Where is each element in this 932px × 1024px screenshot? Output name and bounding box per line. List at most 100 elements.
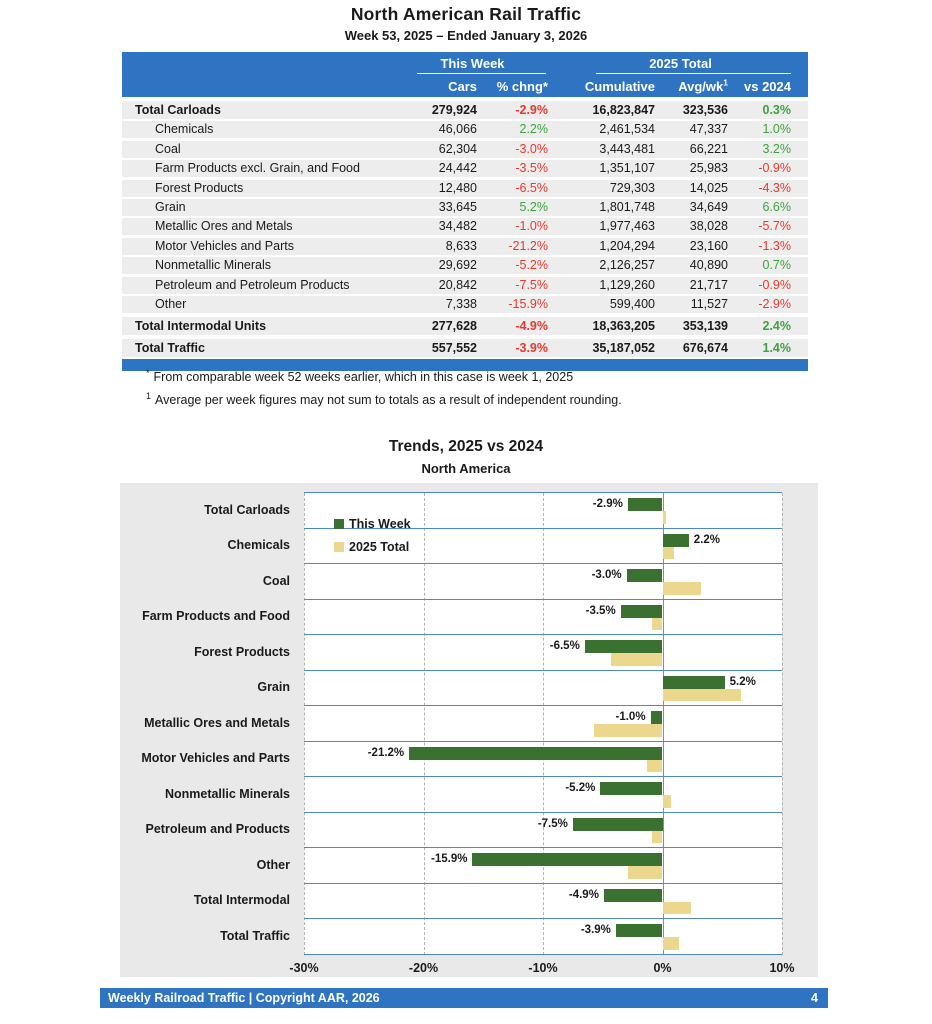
row-value: 35,187,052 — [592, 340, 655, 355]
row-value: -15.9% — [508, 296, 548, 311]
table-row: Motor Vehicles and Parts 8,633 -21.2% 1,204… — [122, 237, 808, 255]
chart-x-axis: -30% -20% -10% 0% 10% — [289, 961, 794, 979]
chart-category-label: Farm Products and Food — [142, 609, 290, 624]
row-value: 40,890 — [689, 258, 728, 273]
table-row: Total Carloads 279,924 -2.9% 16,823,847 323,… — [122, 101, 808, 119]
bar-this-week — [600, 782, 663, 795]
row-value: 16,823,847 — [592, 103, 655, 117]
gridline — [543, 493, 544, 955]
row-label: Nonmetallic Minerals — [155, 258, 272, 273]
group-underline — [417, 72, 546, 74]
bar-2025-total — [662, 546, 675, 559]
legend-swatch-2025-total — [334, 541, 344, 552]
table-row: Total Intermodal Units 277,628 -4.9% 18,363… — [122, 316, 808, 335]
chart-category-label: Metallic Ores and Metals — [144, 715, 290, 730]
bar-this-week — [662, 533, 689, 547]
row-label: Grain — [155, 199, 186, 214]
gridline — [782, 493, 783, 955]
row-value: 6.6% — [762, 199, 792, 214]
row-value: 676,674 — [682, 340, 728, 355]
trends-chart: Total Carloads Chemicals Coal Farm Products… — [120, 483, 818, 977]
legend-label-2025-total: 2025 Total — [349, 539, 410, 554]
row-value: 46,066 — [438, 122, 477, 137]
bar-2025-total — [594, 724, 663, 737]
chart-category-label: Grain — [257, 680, 290, 695]
row-value: 0.7% — [762, 258, 792, 273]
x-axis-tick-label: 0% — [653, 961, 672, 975]
bar-2025-total — [662, 937, 680, 950]
row-value: 0.3% — [762, 103, 792, 117]
chart-plot-area: This Week 2025 Total -2.9% 2.2% -3.0% -3.5%… — [304, 492, 783, 955]
row-value: 599,400 — [609, 296, 655, 311]
bar-this-week — [584, 640, 663, 653]
chart-legend: This Week 2025 Total — [334, 512, 411, 558]
row-value: -3.9% — [515, 340, 548, 355]
chart-band: -3.0% — [304, 564, 782, 600]
table-row: Petroleum and Petroleum Products 20,842 -7… — [122, 276, 808, 294]
x-axis-tick-label: -20% — [408, 961, 439, 975]
row-value: 12,480 — [438, 180, 477, 195]
chart-band: -21.2% — [304, 742, 782, 777]
row-value: 33,645 — [438, 199, 477, 214]
chart-band: -2.9% — [304, 493, 782, 529]
bar-this-week — [409, 746, 663, 760]
row-value: 2,126,257 — [599, 258, 655, 273]
chart-band: 2.2% — [304, 529, 782, 564]
report-subtitle: Week 53, 2025 – Ended January 3, 2026 — [344, 28, 588, 43]
bar-value-label: -15.9% — [431, 853, 468, 865]
chart-category-label: Forest Products — [194, 644, 290, 659]
group-header-2025-total: 2025 Total — [570, 52, 791, 75]
group-underline — [596, 72, 791, 74]
table-row: Total Traffic 557,552 -3.9% 35,187,052 676,6… — [122, 338, 808, 357]
chart-band: -3.5% — [304, 600, 782, 635]
bar-value-label: 5.2% — [729, 675, 756, 688]
row-value: -4.3% — [758, 180, 791, 195]
row-value: 2,461,534 — [599, 122, 655, 137]
chart-subtitle: North America — [421, 461, 511, 476]
x-axis-tick-label: -10% — [528, 961, 558, 975]
legend-swatch-this-week — [334, 518, 344, 529]
group-header-2025-total-label: 2025 Total — [649, 56, 712, 71]
row-value: 38,028 — [689, 219, 728, 234]
bar-value-label: -1.0% — [615, 711, 646, 723]
zero-axis-line — [662, 493, 664, 955]
table-row: Farm Products excl. Grain, and Food 24,44… — [122, 160, 808, 178]
bar-value-label: -3.9% — [580, 924, 611, 936]
row-label: Coal — [155, 141, 181, 156]
table-header: This Week 2025 Total Cars % chng* Cumula… — [122, 52, 808, 97]
bar-this-week — [662, 675, 725, 689]
bar-2025-total — [662, 901, 692, 914]
row-value: 20,842 — [438, 277, 477, 292]
bar-this-week — [615, 924, 663, 937]
bar-value-label: 2.2% — [693, 533, 720, 546]
x-axis-tick-label: 10% — [769, 961, 795, 975]
rail-traffic-table: This Week 2025 Total Cars % chng* Cumula… — [122, 52, 808, 372]
row-value: 3.2% — [762, 141, 792, 156]
bar-this-week — [626, 569, 663, 582]
legend-item-2025-total: 2025 Total — [334, 535, 411, 558]
chart-category-label: Chemicals — [227, 538, 290, 553]
gridline — [304, 493, 305, 955]
row-label: Total Carloads — [135, 103, 221, 117]
chart-title: Trends, 2025 vs 2024 — [388, 438, 544, 455]
table-row: Grain 33,645 5.2% 1,801,748 34,649 6.6% — [122, 198, 808, 216]
row-value: -1.0% — [515, 219, 548, 234]
footnote: * From comparable week 52 weeks earlier, … — [146, 367, 574, 384]
bar-this-week — [627, 498, 663, 511]
chart-category-label: Petroleum and Products — [145, 822, 290, 837]
row-value: 62,304 — [438, 141, 477, 156]
row-value: 11,527 — [690, 296, 728, 311]
row-value: 8,633 — [445, 238, 477, 253]
row-label: Metallic Ores and Metals — [155, 219, 293, 234]
row-value: 1.0% — [762, 122, 792, 137]
bar-2025-total — [662, 688, 742, 701]
bar-value-label: -4.9% — [568, 888, 599, 901]
chart-band: -4.9% — [304, 884, 782, 919]
chart-band: -6.5% — [304, 635, 782, 671]
row-value: 25,983 — [689, 161, 728, 176]
bar-this-week — [572, 817, 663, 831]
row-label: Chemicals — [155, 122, 214, 137]
row-label: Motor Vehicles and Parts — [155, 238, 294, 253]
row-value: 323,536 — [682, 103, 728, 117]
